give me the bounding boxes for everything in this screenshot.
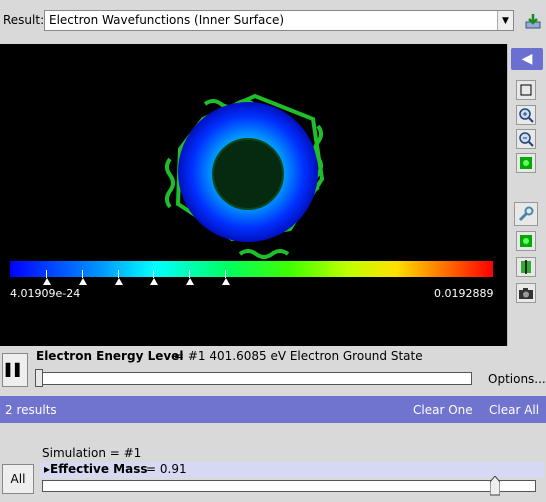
colorbar-tick — [189, 270, 190, 278]
pause-icon: ▌▌ — [5, 363, 25, 377]
wavefunction-plot — [165, 93, 325, 259]
colorbar-marker[interactable] — [115, 278, 123, 285]
cut-plane-icon[interactable] — [516, 257, 536, 277]
effective-mass-slider[interactable] — [42, 480, 536, 492]
wavefunction-viewer[interactable] — [0, 44, 507, 346]
colorbar-marker[interactable] — [186, 278, 194, 285]
results-count: 2 results — [5, 403, 57, 417]
wavefunction-core — [212, 138, 284, 210]
parameter-row[interactable] — [40, 462, 544, 478]
colorbar-max-label: 0.0192889 — [434, 287, 494, 300]
pause-button[interactable]: ▌▌ — [2, 353, 28, 387]
zoom-out-icon[interactable] — [516, 129, 536, 149]
all-button[interactable]: All — [2, 464, 34, 494]
collapse-panel-icon[interactable]: ◀ — [511, 48, 543, 70]
colorbar-tick — [118, 270, 119, 278]
energy-level-area — [0, 346, 546, 394]
effective-mass-thumb[interactable] — [489, 475, 501, 496]
clear-one-button[interactable]: Clear One — [413, 403, 473, 417]
result-selected-value: Electron Wavefunctions (Inner Surface) — [49, 13, 285, 27]
energy-level-title: Electron Energy Level — [36, 349, 184, 363]
clear-all-button[interactable]: Clear All — [489, 403, 540, 417]
colorbar-tick — [46, 270, 47, 278]
effective-mass-value: = 0.91 — [146, 462, 187, 476]
result-select[interactable]: Electron Wavefunctions (Inner Surface) ▼ — [44, 10, 514, 31]
energy-level-slider[interactable] — [36, 372, 472, 385]
camera-icon[interactable] — [516, 283, 536, 303]
surface-view-icon[interactable] — [516, 153, 536, 173]
display-mode-icon[interactable] — [516, 231, 536, 251]
colorbar-tick — [153, 270, 154, 278]
colorbar-tick — [82, 270, 83, 278]
wavy-edge — [238, 249, 290, 259]
colorbar — [10, 261, 493, 277]
simulation-label: Simulation = #1 — [42, 446, 142, 460]
colorbar-min-label: 4.01909e-24 — [10, 287, 81, 300]
reset-view-icon[interactable] — [516, 80, 536, 100]
energy-slider-thumb[interactable] — [35, 369, 43, 387]
wavy-edge — [165, 157, 175, 209]
zoom-in-icon[interactable] — [516, 105, 536, 125]
chevron-down-icon[interactable]: ▼ — [497, 11, 513, 30]
colorbar-marker[interactable] — [222, 278, 230, 285]
wrench-icon[interactable] — [514, 202, 538, 226]
colorbar-marker[interactable] — [150, 278, 158, 285]
effective-mass-label[interactable]: ▸Effective Mass — [44, 462, 148, 476]
results-bar — [0, 396, 546, 423]
result-label: Result: — [3, 13, 45, 27]
colorbar-tick — [225, 270, 226, 278]
colorbar-marker[interactable] — [79, 278, 87, 285]
download-icon[interactable] — [522, 10, 544, 32]
colorbar-marker[interactable] — [43, 278, 51, 285]
all-button-label: All — [10, 472, 26, 486]
energy-level-value: = #1 401.6085 eV Electron Ground State — [174, 349, 423, 363]
options-link[interactable]: Options... — [488, 372, 546, 386]
